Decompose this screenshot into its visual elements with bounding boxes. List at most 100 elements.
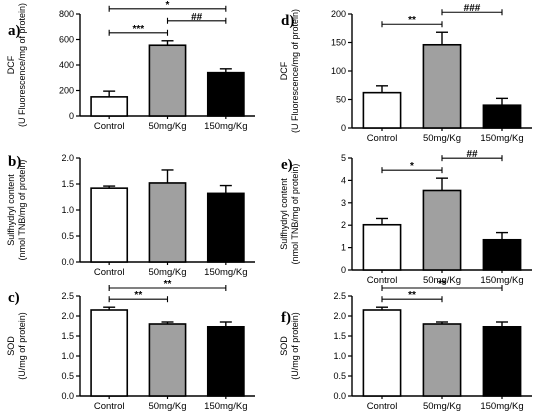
significance-label-f-1: ** <box>438 279 446 290</box>
y-tick-label-c: 0.0 <box>61 391 74 401</box>
y-axis-title-c-1: (U/mg of protein) <box>17 312 27 380</box>
x-tick-label-a-0: Control <box>94 121 125 132</box>
y-axis-title-d-1: (U Fluorescence/mg of protein) <box>290 9 300 133</box>
y-tick-label-c: 2.0 <box>61 311 74 321</box>
bar-f-0 <box>362 309 402 397</box>
y-axis-title-b-1: (nmol TNB/mg of protein) <box>17 160 27 261</box>
y-axis-title-b-0: Sulfhydryl content <box>6 174 16 246</box>
significance-label-e-0: * <box>410 161 414 172</box>
chart-panel-d: d) DCF (U Fluorescence/mg of protein) 0 50 10… <box>279 3 532 144</box>
x-tick-label-e-0: Control <box>367 275 398 286</box>
panel-label-c: c) <box>8 290 20 306</box>
y-tick-label-a: 800 <box>59 9 74 19</box>
panel-label-b: b) <box>8 154 21 170</box>
significance-label-e-1: ## <box>466 149 478 160</box>
y-axis-title-f-0: SOD <box>279 336 289 356</box>
significance-label-c-0: ** <box>134 290 142 301</box>
chart-panel-c: c) SOD (U/mg of protein) 0.0 0.5 1.0 1.5 2.0 2.5… <box>6 279 255 412</box>
x-tick-label-c-2: 150mg/Kg <box>204 401 247 412</box>
y-tick-label-b: 0.5 <box>61 231 74 241</box>
y-tick-label-f: 1.0 <box>333 351 346 361</box>
y-axis-title-a-0: DCF <box>6 55 16 74</box>
bar-f-1 <box>422 323 462 397</box>
x-tick-label-f-2: 150mg/Kg <box>480 401 523 412</box>
y-axis-title-e-0: Sulfhydryl content <box>279 178 289 250</box>
x-tick-label-f-0: Control <box>367 401 398 412</box>
bar-e-0 <box>362 223 402 271</box>
bar-b-2 <box>206 192 245 263</box>
y-tick-label-a: 200 <box>59 86 74 96</box>
y-tick-label-e: 5 <box>341 153 346 163</box>
x-tick-label-c-1: 50mg/Kg <box>148 401 186 412</box>
x-tick-label-a-2: 150mg/Kg <box>204 121 247 132</box>
y-tick-label-b: 1.5 <box>61 179 74 189</box>
y-tick-label-f: 0.5 <box>333 371 346 381</box>
significance-label-c-1: ** <box>164 279 172 290</box>
y-tick-label-a: 400 <box>59 60 74 70</box>
chart-panel-a: a) DCF (U Fluorescence/mg of protein) 0 200 4… <box>6 0 255 132</box>
significance-label-f-0: ** <box>408 290 416 301</box>
chart-panel-f: f) SOD (U/mg of protein) 0.0 0.5 1.0 1.5 2.0 2.5… <box>279 279 532 412</box>
y-tick-label-e: 3 <box>341 198 346 208</box>
y-tick-label-d: 200 <box>331 9 346 19</box>
x-tick-label-e-1: 50mg/Kg <box>423 275 461 286</box>
bar-f-2 <box>482 325 522 397</box>
y-axis-title-e-1: (nmol TNB/mg of protein) <box>290 164 300 265</box>
x-tick-label-d-0: Control <box>367 133 398 144</box>
bar-d-0 <box>362 91 402 129</box>
y-tick-label-d: 0 <box>341 123 346 133</box>
x-tick-label-a-1: 50mg/Kg <box>148 121 186 132</box>
chart-panel-b: b) Sulfhydryl content (nmol TNB/mg of prot… <box>6 153 255 278</box>
y-tick-label-e: 1 <box>341 243 346 253</box>
y-tick-label-c: 2.5 <box>61 291 74 301</box>
bar-a-2 <box>206 71 245 117</box>
x-tick-label-d-1: 50mg/Kg <box>423 133 461 144</box>
bar-e-2 <box>482 238 522 271</box>
panel-label-f: f) <box>281 310 291 326</box>
y-tick-label-f: 2.0 <box>333 311 346 321</box>
bar-a-1 <box>148 44 187 117</box>
y-tick-label-e: 4 <box>341 175 346 185</box>
y-tick-label-a: 600 <box>59 35 74 45</box>
y-tick-label-d: 50 <box>336 95 346 105</box>
chart-panel-e: e) Sulfhydryl content (nmol TNB/mg of prot… <box>279 149 532 286</box>
x-tick-label-b-0: Control <box>94 267 125 278</box>
bar-b-1 <box>148 182 187 263</box>
y-tick-label-f: 2.5 <box>333 291 346 301</box>
panel-label-e: e) <box>281 157 293 173</box>
significance-label-d-1: ### <box>464 3 481 14</box>
y-tick-label-b: 2.0 <box>61 153 74 163</box>
y-axis-title-c-0: SOD <box>6 336 16 356</box>
x-tick-label-d-2: 150mg/Kg <box>480 133 523 144</box>
y-tick-label-c: 1.0 <box>61 351 74 361</box>
x-tick-label-f-1: 50mg/Kg <box>423 401 461 412</box>
y-tick-label-e: 2 <box>341 220 346 230</box>
bar-e-1 <box>422 189 462 271</box>
y-tick-label-a: 0 <box>69 111 74 121</box>
y-tick-label-b: 1.0 <box>61 205 74 215</box>
y-tick-label-c: 0.5 <box>61 371 74 381</box>
y-tick-label-c: 1.5 <box>61 331 74 341</box>
bar-b-0 <box>90 187 129 263</box>
y-tick-label-f: 1.5 <box>333 331 346 341</box>
x-tick-label-c-0: Control <box>94 401 125 412</box>
y-tick-label-d: 100 <box>331 66 346 76</box>
y-tick-label-f: 0.0 <box>333 391 346 401</box>
significance-label-d-0: ** <box>408 15 416 26</box>
bar-d-2 <box>482 104 522 129</box>
y-tick-label-b: 0.0 <box>61 257 74 267</box>
panel-label-a: a) <box>8 23 21 39</box>
bar-a-0 <box>90 96 129 117</box>
y-axis-title-f-1: (U/mg of protein) <box>290 312 300 380</box>
significance-label-a-1: *** <box>132 24 144 35</box>
significance-label-a-0: * <box>166 0 170 11</box>
y-axis-title-a-1: (U Fluorescence/mg of protein) <box>17 3 27 127</box>
x-tick-label-e-2: 150mg/Kg <box>480 275 523 286</box>
bar-c-2 <box>206 325 245 397</box>
bar-d-1 <box>422 43 462 129</box>
x-tick-label-b-1: 50mg/Kg <box>148 267 186 278</box>
panel-label-d: d) <box>281 13 294 29</box>
bar-c-1 <box>148 323 187 397</box>
significance-label-a-2: ## <box>191 12 203 23</box>
